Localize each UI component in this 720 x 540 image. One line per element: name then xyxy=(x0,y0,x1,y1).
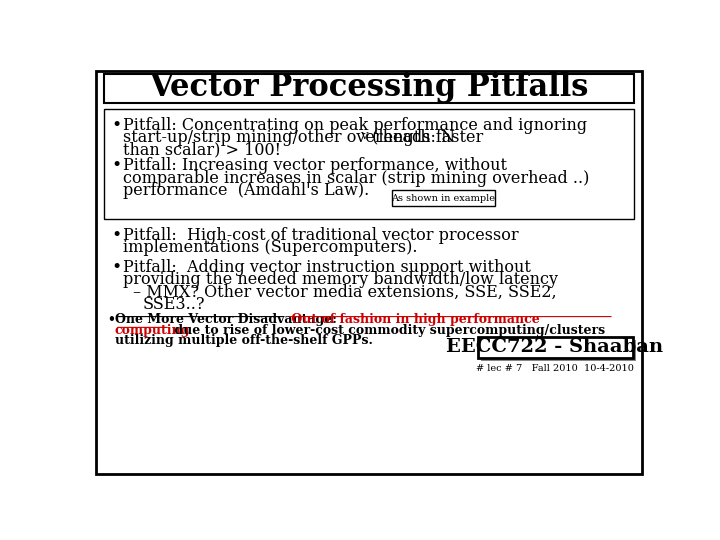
Text: Vector Processing Pitfalls: Vector Processing Pitfalls xyxy=(149,72,589,103)
Text: start-up/strip mining/other overheads: N: start-up/strip mining/other overheads: N xyxy=(122,130,454,146)
Text: – MMX? Other vector media extensions, SSE, SSE2,: – MMX? Other vector media extensions, SS… xyxy=(132,284,557,300)
Text: performance  (Amdahl's Law).: performance (Amdahl's Law). xyxy=(122,182,369,199)
FancyBboxPatch shape xyxy=(104,110,634,219)
Text: •: • xyxy=(112,226,122,244)
Text: Pitfall:  High-cost of traditional vector processor: Pitfall: High-cost of traditional vector… xyxy=(122,226,518,244)
FancyBboxPatch shape xyxy=(96,71,642,475)
FancyBboxPatch shape xyxy=(481,340,636,361)
Text: •: • xyxy=(112,117,122,134)
Text: One More Vector Disadvantage:: One More Vector Disadvantage: xyxy=(114,313,337,326)
Text: SSE3..?: SSE3..? xyxy=(143,296,205,313)
Text: V: V xyxy=(360,132,367,141)
Text: than scalar) > 100!: than scalar) > 100! xyxy=(122,142,281,159)
Text: As shown in example: As shown in example xyxy=(392,193,495,202)
FancyBboxPatch shape xyxy=(104,74,634,103)
Text: Pitfall:  Adding vector instruction support without: Pitfall: Adding vector instruction suppo… xyxy=(122,259,531,276)
Text: •: • xyxy=(112,157,122,174)
Text: comparable increases in scalar (strip mining overhead ..): comparable increases in scalar (strip mi… xyxy=(122,170,589,186)
Text: Pitfall: Increasing vector performance, without: Pitfall: Increasing vector performance, … xyxy=(122,157,507,174)
Text: •: • xyxy=(107,313,115,326)
Text: implementations (Supercomputers).: implementations (Supercomputers). xyxy=(122,239,417,256)
Text: •: • xyxy=(112,259,122,276)
FancyBboxPatch shape xyxy=(392,190,495,206)
Text: # lec # 7   Fall 2010  10-4-2010: # lec # 7 Fall 2010 10-4-2010 xyxy=(476,363,634,373)
FancyBboxPatch shape xyxy=(477,336,632,358)
Text: EECC722 - Shaaban: EECC722 - Shaaban xyxy=(446,339,664,356)
Text: (length faster: (length faster xyxy=(367,130,484,146)
Text: providing the needed memory bandwidth/low latency: providing the needed memory bandwidth/lo… xyxy=(122,271,557,288)
Text: due to rise of lower-cost commodity supercomputing/clusters: due to rise of lower-cost commodity supe… xyxy=(170,323,605,336)
Text: utilizing multiple off-the-shelf GPPs.: utilizing multiple off-the-shelf GPPs. xyxy=(114,334,373,347)
Text: Out of fashion in high performance: Out of fashion in high performance xyxy=(287,313,539,326)
Text: Pitfall: Concentrating on peak performance and ignoring: Pitfall: Concentrating on peak performan… xyxy=(122,117,587,134)
Text: computing: computing xyxy=(114,323,190,336)
